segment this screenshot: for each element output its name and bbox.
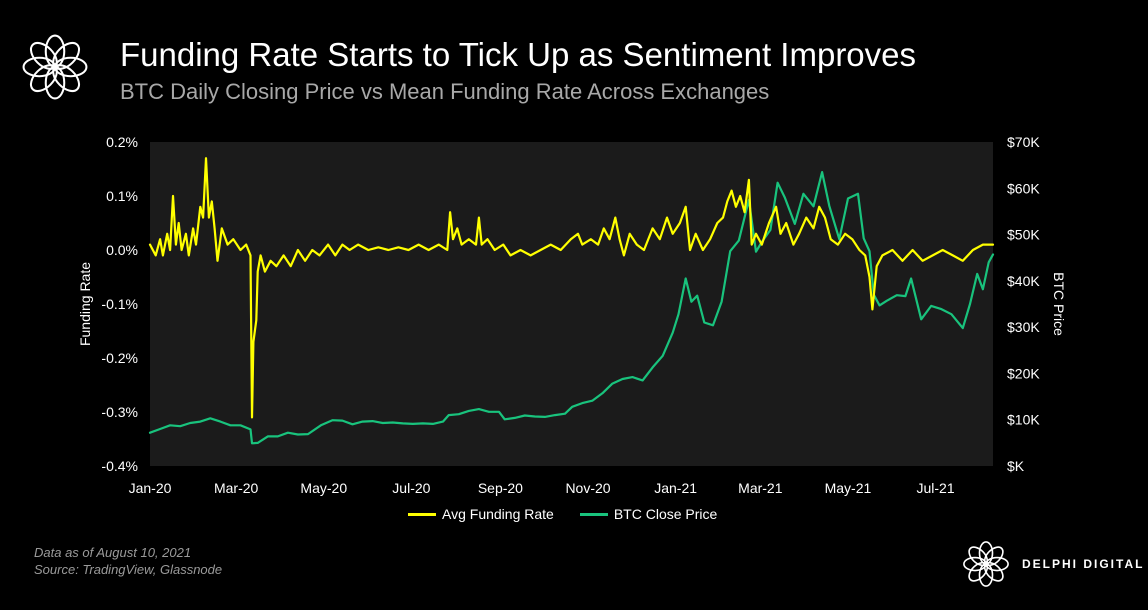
btc-price-line: [148, 171, 995, 445]
y-left-tick-label: 0.0%: [106, 242, 138, 258]
y-right-tick-label: $40K: [1007, 273, 1040, 289]
x-tick-label: Jul-21: [916, 480, 954, 496]
y-right-tick-label: $60K: [1007, 180, 1040, 196]
brand-name: DELPHI DIGITAL: [1022, 557, 1145, 571]
x-tick-label: Mar-21: [738, 480, 783, 496]
source-note: Source: TradingView, Glassnode: [34, 562, 223, 577]
data-date-note: Data as of August 10, 2021: [34, 545, 192, 560]
y-left-tick-label: 0.2%: [106, 134, 138, 150]
legend-label-funding: Avg Funding Rate: [442, 506, 554, 522]
legend-item-btc: BTC Close Price: [579, 506, 718, 522]
x-tick-label: May-20: [300, 480, 347, 496]
y-right-tick-label: $20K: [1007, 365, 1040, 381]
chart-title: Funding Rate Starts to Tick Up as Sentim…: [120, 36, 917, 73]
footnote: Data as of August 10, 2021 Source: Tradi…: [34, 544, 222, 578]
funding-rate-line: [148, 157, 995, 419]
delphi-logo-icon: [22, 34, 88, 100]
x-tick-label: Jan-20: [129, 480, 172, 496]
y-right-tick-label: $50K: [1007, 227, 1040, 243]
x-tick-label: Nov-20: [565, 480, 610, 496]
y-left-tick-label: -0.3%: [101, 404, 138, 420]
x-tick-label: Jul-20: [392, 480, 430, 496]
legend-swatch-funding: [408, 512, 436, 516]
y-right-tick-label: $70K: [1007, 134, 1040, 150]
y-axis-left-label: Funding Rate: [77, 262, 93, 346]
plot-background: [150, 142, 993, 466]
y-left-tick-label: -0.4%: [101, 458, 138, 474]
y-left-tick-label: -0.2%: [101, 350, 138, 366]
legend: Avg Funding Rate BTC Close Price: [408, 506, 717, 522]
x-tick-label: Mar-20: [214, 480, 259, 496]
x-tick-label: Jan-21: [654, 480, 697, 496]
y-left-tick-label: -0.1%: [101, 296, 138, 312]
delphi-logo-icon: [963, 541, 1009, 587]
y-axis-right-label: BTC Price: [1051, 272, 1067, 336]
brand: DELPHI DIGITAL: [960, 538, 1144, 590]
x-tick-label: May-21: [825, 480, 872, 496]
y-right-tick-label: $10K: [1007, 412, 1040, 428]
legend-label-btc: BTC Close Price: [613, 506, 718, 522]
y-right-tick-label: $30K: [1007, 319, 1040, 335]
y-right-tick-label: $K: [1007, 458, 1025, 474]
legend-swatch-btc: [579, 512, 608, 516]
y-left-tick-label: 0.1%: [106, 188, 138, 204]
x-tick-label: Sep-20: [478, 480, 523, 496]
legend-item-funding: Avg Funding Rate: [408, 506, 554, 522]
chart-subtitle: BTC Daily Closing Price vs Mean Funding …: [120, 79, 770, 104]
